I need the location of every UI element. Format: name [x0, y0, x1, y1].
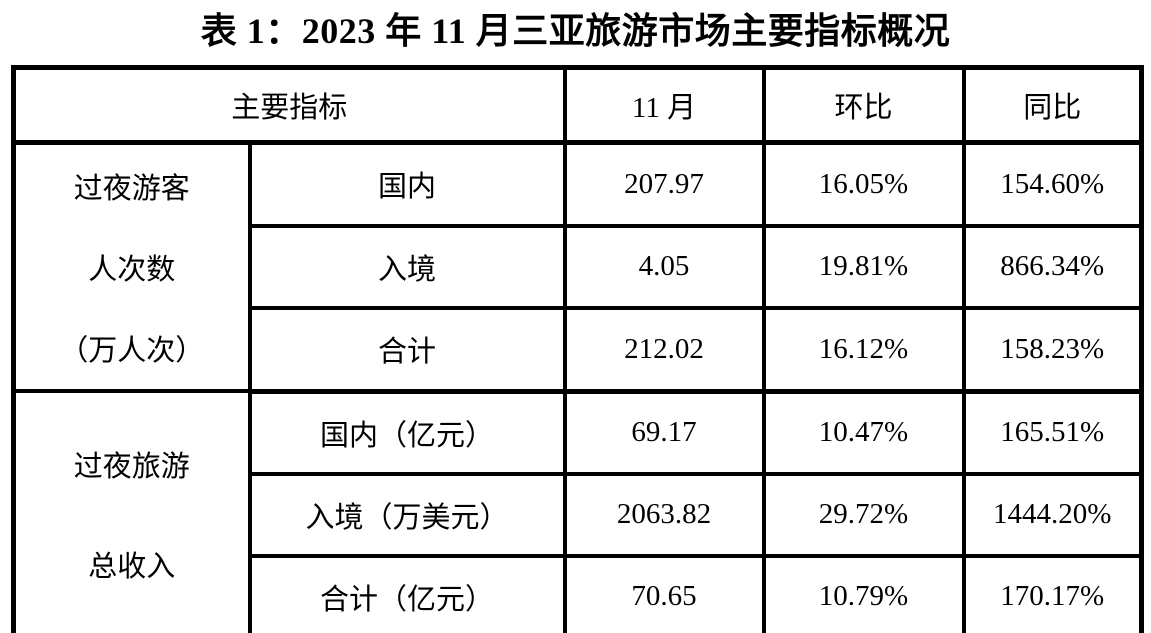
value-mom: 10.47% [761, 389, 966, 476]
row-revenue-total: 合计（亿元） 70.65 10.79% 170.17% [14, 554, 1144, 633]
indicator-table: 主要指标 11 月 环比 同比 过夜游客 人次数 （万人次） 国内 207.97… [11, 65, 1145, 633]
value-mom: 16.12% [761, 306, 966, 394]
table-title: 表 1：2023 年 11 月三亚旅游市场主要指标概况 [200, 11, 951, 51]
table-header-row: 主要指标 11 月 环比 同比 [11, 65, 1144, 145]
group-label-overnight-visitors: 过夜游客 人次数 （万人次） [11, 140, 252, 393]
value-yoy: 1444.20% [961, 472, 1144, 558]
value-yoy: 170.17% [961, 554, 1144, 633]
value-yoy: 165.51% [961, 389, 1144, 476]
row-label: 入境 [247, 224, 567, 310]
value-mom: 19.81% [761, 224, 966, 310]
value-mom: 29.72% [761, 472, 966, 558]
value-month: 212.02 [562, 306, 766, 394]
value-month: 2063.82 [562, 472, 766, 558]
value-month: 4.05 [562, 224, 766, 310]
value-mom: 10.79% [761, 554, 966, 633]
group-label-line: 过夜游客 [73, 172, 190, 205]
row-label: 入境（万美元） [247, 472, 567, 558]
header-november: 11 月 [562, 65, 766, 145]
value-month: 207.97 [562, 140, 766, 228]
group-label-line: （万人次） [59, 335, 205, 368]
row-visitors-inbound: 入境 4.05 19.81% 866.34% [14, 224, 1144, 310]
value-yoy: 154.60% [961, 140, 1144, 228]
group-label-line: 总收入 [88, 551, 176, 584]
row-label: 合计 [247, 306, 567, 394]
group-label-overnight-revenue: 过夜旅游 总收入 [11, 389, 252, 633]
group-label-line: 过夜旅游 [73, 451, 190, 484]
row-visitors-total: 合计 212.02 16.12% 158.23% [14, 306, 1144, 394]
row-visitors-domestic: 过夜游客 人次数 （万人次） 国内 207.97 16.05% 154.60% [11, 140, 1144, 393]
group-label-lines: 过夜旅游 总收入 [18, 414, 246, 614]
value-month: 70.65 [562, 554, 766, 633]
group-label-lines: 过夜游客 人次数 （万人次） [18, 146, 246, 387]
row-label: 国内（亿元） [247, 389, 567, 476]
row-revenue-domestic: 过夜旅游 总收入 国内（亿元） 69.17 10.47% 165.51% [11, 389, 1144, 633]
value-yoy: 866.34% [961, 224, 1144, 310]
header-yoy: 同比 [961, 65, 1144, 145]
header-mom: 环比 [761, 65, 966, 145]
value-month: 69.17 [562, 389, 766, 476]
header-main-indicator: 主要指标 [11, 65, 567, 145]
row-revenue-inbound: 入境（万美元） 2063.82 29.72% 1444.20% [14, 472, 1144, 558]
group-label-line: 人次数 [88, 253, 176, 286]
value-mom: 16.05% [761, 140, 966, 228]
row-label: 合计（亿元） [247, 554, 567, 633]
value-yoy: 158.23% [961, 306, 1144, 394]
row-label: 国内 [247, 140, 567, 228]
